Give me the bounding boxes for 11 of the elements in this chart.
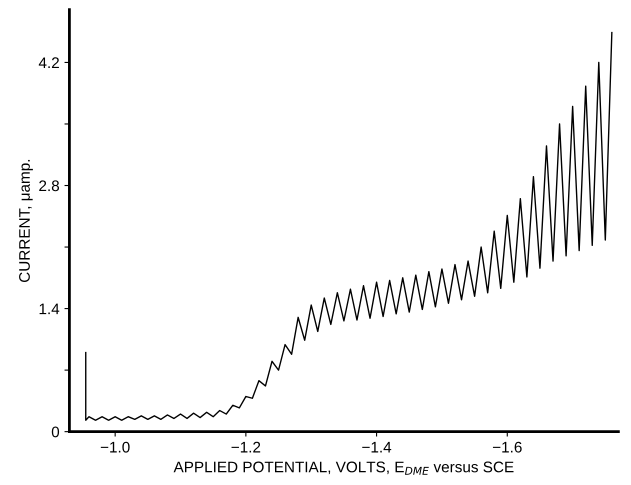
y-tick-label: 0	[52, 426, 60, 438]
x-axis-title: APPLIED POTENTIAL, VOLTS, E$_{DME}$ versus SCE	[174, 462, 514, 475]
x-tick-label: −1.6	[492, 442, 522, 453]
y-tick-label: 4.2	[38, 57, 59, 68]
y-tick-label: 2.8	[39, 180, 60, 192]
line-series	[85, 32, 613, 421]
y-axis-title: CURRENT, μamp.	[19, 160, 33, 282]
x-tick-label: −1.2	[232, 442, 260, 452]
y-tick-label: 1.4	[40, 304, 60, 314]
x-tick-label: −1.4	[362, 442, 392, 452]
x-tick-label: −1.0	[100, 442, 130, 453]
